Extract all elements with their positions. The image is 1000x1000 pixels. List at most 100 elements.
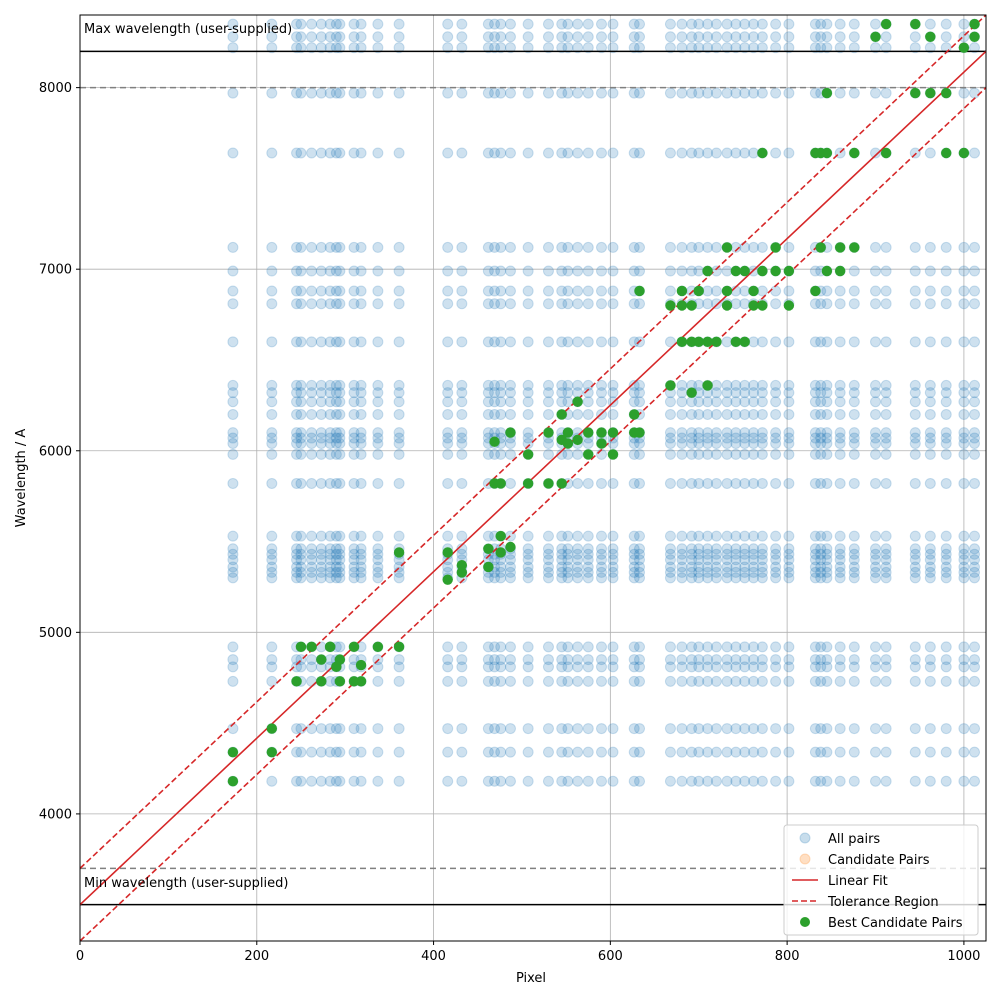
all-pairs-point [227,336,239,348]
all-pairs-point [969,147,981,159]
all-pairs-point [295,87,307,99]
all-pairs-point [348,42,360,54]
all-pairs-point [542,31,554,43]
all-pairs-point [834,432,846,444]
all-pairs-point [324,572,336,584]
all-pairs-point [721,432,733,444]
all-pairs-point [556,42,568,54]
all-pairs-point [596,675,608,687]
all-pairs-point [572,31,584,43]
all-pairs-point [628,396,640,408]
all-pairs-point [710,427,722,439]
all-pairs-point [456,675,468,687]
all-pairs-point [870,548,882,560]
all-pairs-point [870,285,882,297]
all-pairs-point [783,543,795,555]
all-pairs-point [739,661,751,673]
all-pairs-point [676,427,688,439]
all-pairs-point [495,675,507,687]
all-pairs-point [969,432,981,444]
all-pairs-point [958,408,970,420]
all-pairs-point [809,548,821,560]
all-pairs-point [721,448,733,460]
all-pairs-point [834,561,846,573]
all-pairs-point [710,241,722,253]
all-pairs-point [909,543,921,555]
all-pairs-point [748,572,760,584]
all-pairs-point [393,285,405,297]
all-pairs-point [739,543,751,555]
all-pairs-point [969,448,981,460]
all-pairs-point [702,448,714,460]
all-pairs-point [582,265,594,277]
all-pairs-point [572,543,584,555]
all-pairs-point [924,396,936,408]
all-pairs-point [324,530,336,542]
all-pairs-point [582,641,594,653]
all-pairs-point [756,477,768,489]
all-pairs-point [848,554,860,566]
all-pairs-point [355,42,367,54]
all-pairs-point [456,408,468,420]
all-pairs-point [489,641,501,653]
all-pairs-point [739,746,751,758]
all-pairs-point [940,241,952,253]
all-pairs-point [686,775,698,787]
all-pairs-point [756,448,768,460]
best-candidate-point [757,147,768,159]
all-pairs-point [880,641,892,653]
all-pairs-point [756,723,768,735]
all-pairs-point [495,572,507,584]
all-pairs-point [582,654,594,666]
all-pairs-point [693,448,705,460]
all-pairs-point [848,746,860,758]
best-candidate-point [665,300,676,311]
all-pairs-point [756,775,768,787]
all-pairs-point [710,298,722,310]
all-pairs-point [693,661,705,673]
all-pairs-point [596,285,608,297]
all-pairs-point [815,396,827,408]
all-pairs-point [730,554,742,566]
all-pairs-point [334,379,346,391]
all-pairs-point [756,530,768,542]
all-pairs-point [909,661,921,673]
all-pairs-point [880,530,892,542]
all-pairs-point [556,561,568,573]
all-pairs-point [542,408,554,420]
legend-label-all-pairs: All pairs [828,832,880,847]
y-axis-label: Wavelength / A [14,429,29,528]
all-pairs-point [628,31,640,43]
all-pairs-point [848,561,860,573]
best-candidate-point [783,265,795,277]
all-pairs-point [393,572,405,584]
all-pairs-point [456,427,468,439]
all-pairs-point [607,675,619,687]
all-pairs-point [739,448,751,460]
all-pairs-point [456,448,468,460]
all-pairs-point [924,561,936,573]
all-pairs-point [664,675,676,687]
all-pairs-point [815,427,827,439]
all-pairs-point [372,427,384,439]
all-pairs-point [676,408,688,420]
all-pairs-point [710,18,722,30]
all-pairs-point [227,427,239,439]
all-pairs-point [924,432,936,444]
all-pairs-point [556,641,568,653]
all-pairs-point [393,87,405,99]
all-pairs-point [721,530,733,542]
all-pairs-point [334,18,346,30]
all-pairs-point [227,554,239,566]
all-pairs-point [815,572,827,584]
all-pairs-point [730,147,742,159]
all-pairs-point [770,566,782,578]
all-pairs-point [542,723,554,735]
all-pairs-point [748,746,760,758]
all-pairs-point [266,408,278,420]
all-pairs-point [266,427,278,439]
all-pairs-point [848,641,860,653]
all-pairs-point [556,675,568,687]
all-pairs-point [334,566,346,578]
all-pairs-point [442,775,454,787]
